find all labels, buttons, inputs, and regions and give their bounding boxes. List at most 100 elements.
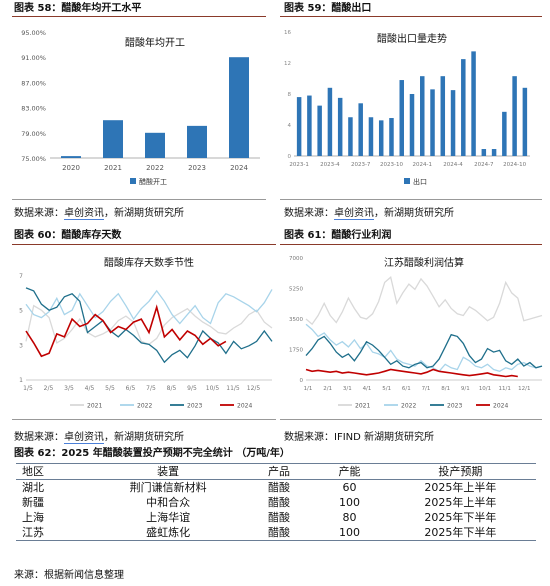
legend-swatch [130,178,136,184]
y-tick-label: 1750 [289,348,303,354]
series-line-2022 [305,323,543,373]
y-tick-label: 5250 [289,287,303,293]
legend-label: 出口 [413,177,427,186]
header-product: 产品 [243,463,315,480]
y-tick-label: 16 [284,30,291,36]
x-tick-label: 4/1 [363,386,372,392]
chart-title: 醋酸年均开工 [125,36,185,49]
x-tick-label: 5/5 [105,385,115,392]
figure-61-source: 数据来源：IFIND 新湖期货研究所 [284,432,435,443]
table-row: 新疆 中和合众 醋酸 100 2025年上半年 [16,495,536,510]
x-tick-label: 2022 [146,164,164,172]
figure-58-rule [12,16,266,17]
bar [61,156,81,158]
cell-capacity: 80 [342,511,357,524]
x-tick-label: 1/5 [23,385,33,392]
y-tick-label: 75.00% [21,155,46,163]
series-line-2024 [305,368,518,378]
cell-product: 醋酸 [268,511,290,524]
bar [420,76,425,156]
y-tick-label: 79.00% [21,130,46,138]
bar [450,90,456,156]
y-tick-label: 3 [19,342,23,349]
x-tick-label: 7/1 [422,386,431,392]
bar [317,105,322,156]
cell-expected: 2025年下半年 [424,511,497,524]
y-tick-label: 91.00% [21,54,46,62]
x-tick-label: 2024-10 [503,162,526,168]
cell-expected: 2025年上半年 [424,481,497,494]
cell-capacity: 60 [342,481,357,494]
y-tick-label: 1 [19,377,23,384]
legend-label: 醋酸开工 [139,177,167,186]
source-link-zhuochuang[interactable]: 卓创资讯 [64,208,104,220]
y-tick-label: 4 [288,123,292,129]
chart-inventory-days: 醋酸库存天数季节性 1 3 5 7 1/5 2/5 3/5 4/5 5/5 6/5 7/5 8/5 9/5… [19,256,273,410]
figure-61-bottom-rule [280,419,542,420]
cell-region: 湖北 [22,481,44,494]
source-link-zhuochuang[interactable]: 卓创资讯 [64,432,104,444]
chart-annual-operating-rate: 醋酸年均开工 75.00% 79.00% 83.00% 87.00% 91.00% 95.0… [21,29,260,186]
x-tick-label: 12/1 [518,386,530,392]
bar [399,80,404,156]
x-tick-label: 2023-7 [351,162,371,168]
series-line-2021 [305,276,543,326]
x-tick-label: 1/1 [304,386,313,392]
bar [440,76,446,156]
x-tick-label: 8/5 [167,385,177,392]
legend-label: 2022 [401,403,416,410]
figure-60-source-row: 数据来源：卓创资讯，新湖期货研究所 [14,432,184,444]
x-tick-label: 2024-7 [474,162,494,168]
cell-unit: 盛虹炼化 [92,525,244,541]
bar [378,120,384,156]
x-tick-label: 8/1 [441,386,450,392]
x-tick-label: 3/1 [343,386,352,392]
x-tick-label: 6/1 [402,386,411,392]
legend-label: 2024 [237,403,252,410]
x-tick-label: 2023 [188,164,206,172]
cell-unit: 荆门谦信新材料 [129,481,207,494]
bar [358,103,363,156]
bar [348,117,353,156]
capacity-table: 地区 装置 产品 产能 投产预期 湖北 荆门谦信新材料 醋酸 60 2025年上… [16,463,536,541]
bar [187,125,207,158]
bar [145,132,165,158]
figure-59-rule [280,16,542,17]
figure-59-title: 图表 59：醋酸出口 [284,3,372,14]
figure-59-source: 数据来源：卓创资讯，新湖期货研究所 [284,208,454,220]
x-tick-label: 12/5 [247,385,261,392]
table-row: 上海 上海华谊 醋酸 80 2025年下半年 [16,510,536,525]
x-tick-label: 7/5 [146,385,156,392]
y-tick-label: 87.00% [21,79,46,87]
cell-capacity: 100 [339,496,361,509]
y-tick-label: 3500 [289,317,303,323]
x-tick-label: 11/5 [226,385,240,392]
source-link-zhuochuang[interactable]: 卓创资讯 [334,208,374,220]
header-capacity: 产能 [314,463,385,480]
bar [307,95,312,156]
chart-export-trend: 醋酸出口量走势 0 4 8 12 16 2023-1 2023-4 2023-7 2023-10 2… [284,30,530,186]
cell-product: 醋酸 [243,525,315,541]
cell-product: 醋酸 [268,481,290,494]
bar [327,87,333,156]
chart-title: 江苏醋酸利润估算 [384,256,464,269]
legend-label: 2023 [187,403,202,410]
bar [368,117,374,156]
x-tick-label: 3/5 [64,385,74,392]
x-tick-label: 9/5 [187,385,197,392]
bar [103,120,123,158]
cell-expected: 2025年上半年 [424,496,497,509]
y-tick-label: 0 [300,378,304,384]
series-line-2023 [25,287,273,364]
cell-product: 醋酸 [268,496,290,509]
cell-region: 江苏 [16,525,93,541]
table-row: 江苏 盛虹炼化 醋酸 100 2025年下半年 [16,525,536,541]
bar [512,76,517,156]
y-tick-label: 7000 [289,256,303,262]
figure-60-bottom-rule [12,419,276,420]
figure-58-bottom-rule [12,199,266,200]
x-tick-label: 2021 [104,164,122,172]
header-expected: 投产预期 [384,463,536,480]
series-line-2024 [25,304,227,358]
x-tick-label: 10/1 [479,386,491,392]
